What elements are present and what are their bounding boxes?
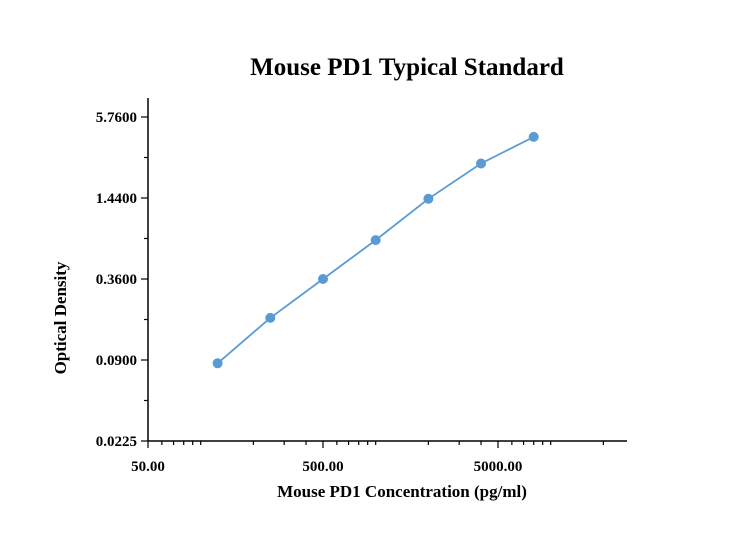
y-tick-label: 1.4400	[96, 191, 137, 207]
x-tick-label: 5000.00	[474, 459, 523, 475]
data-point	[476, 158, 486, 169]
series-line	[217, 136, 535, 364]
data-point	[528, 131, 539, 142]
x-axis-label: Mouse PD1 Concentration (pg/ml)	[277, 482, 527, 501]
data-point	[370, 235, 381, 246]
y-tick-label: 0.0900	[96, 353, 137, 369]
data-point	[212, 358, 223, 369]
data-point	[265, 312, 276, 323]
series-layer	[212, 131, 539, 369]
chart-title: Mouse PD1 Typical Standard	[250, 54, 564, 81]
data-point	[423, 193, 434, 204]
y-tick-label: 0.3600	[96, 272, 137, 288]
y-tick-label: 0.0225	[96, 434, 137, 450]
x-axis-ticks: 50.00 500.00 5000.00	[131, 441, 604, 475]
y-axis-label: Optical Density	[51, 261, 70, 374]
y-axis-ticks: 0.0225 0.0900 0.3600 1.4400 5.7600	[96, 110, 148, 450]
data-point	[318, 274, 328, 284]
x-tick-label: 500.00	[302, 459, 343, 475]
y-tick-label: 5.7600	[96, 110, 137, 126]
x-tick-label: 50.00	[131, 459, 165, 475]
